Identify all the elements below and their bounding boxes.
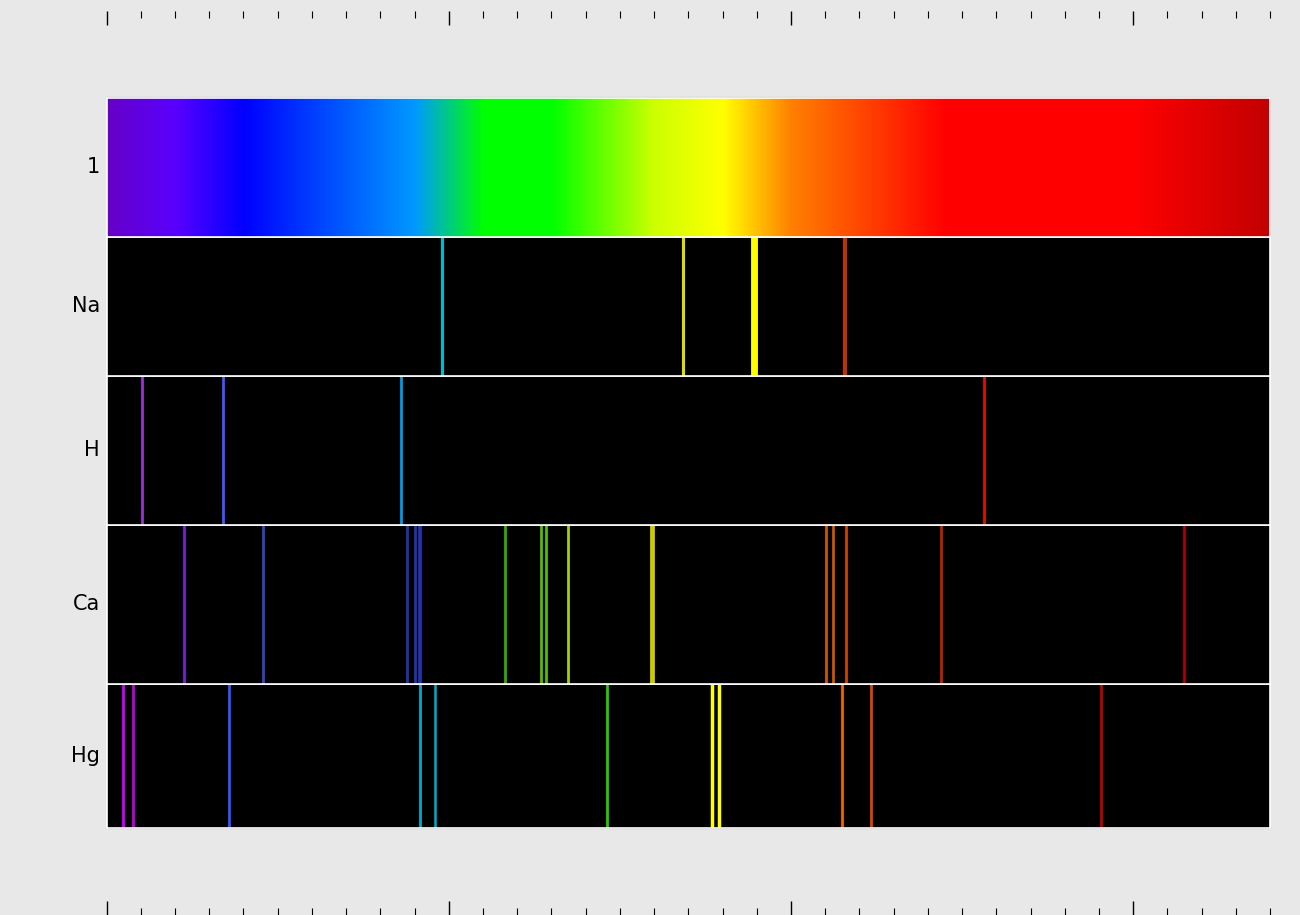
Text: H: H: [84, 440, 100, 460]
Text: Hg: Hg: [72, 746, 100, 766]
Text: Ca: Ca: [73, 595, 100, 614]
Text: Na: Na: [72, 296, 100, 317]
Text: 1: 1: [87, 157, 100, 178]
